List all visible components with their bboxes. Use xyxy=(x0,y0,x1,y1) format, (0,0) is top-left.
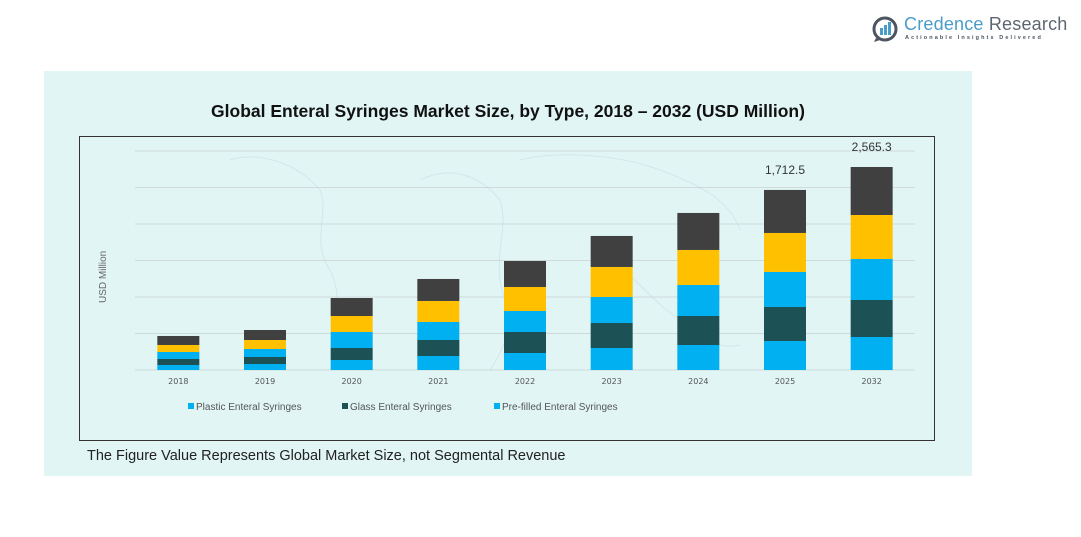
data-label-2025: 1,712.5 xyxy=(765,163,805,177)
bar-segment-2019-4 xyxy=(244,339,286,349)
bar-segment-2032-2 xyxy=(850,299,893,338)
x-tick-label: 2023 xyxy=(601,377,621,386)
bar-segment-2019-3 xyxy=(244,348,286,357)
bar-segment-2032-5 xyxy=(850,167,893,216)
bar-segment-2032-4 xyxy=(850,215,893,260)
legend-label: Glass Enteral Syringes xyxy=(350,402,452,413)
bar-segment-2020-3 xyxy=(330,331,373,348)
bar-segment-2024-2 xyxy=(677,315,720,345)
legend-label: Plastic Enteral Syringes xyxy=(196,402,302,413)
bar-segment-2024-1 xyxy=(677,344,720,370)
brand-name-part1: Credence xyxy=(904,14,984,34)
bar-segment-2018-3 xyxy=(157,351,200,359)
bar-segment-2023-3 xyxy=(590,296,633,323)
bar-segment-2020-4 xyxy=(330,315,373,332)
x-tick-label: 2019 xyxy=(255,377,275,386)
x-tick-label: 2018 xyxy=(168,377,188,386)
chart-title: Global Enteral Syringes Market Size, by … xyxy=(211,101,805,121)
x-tick-label: 2022 xyxy=(515,377,535,386)
brand-name-part2: Research xyxy=(983,14,1068,34)
bar-segment-2022-5 xyxy=(504,260,546,287)
x-tick-label: 2024 xyxy=(688,377,708,386)
bar-segment-2023-5 xyxy=(590,235,633,267)
data-labels: 1,712.5 2,565.3 xyxy=(765,140,892,177)
bar-segment-2025-4 xyxy=(764,232,806,272)
x-tick-label: 2020 xyxy=(341,377,361,386)
x-tick-label: 2032 xyxy=(861,377,881,386)
brand-name: Credence Research xyxy=(904,14,1068,35)
bar-segment-2023-2 xyxy=(590,322,633,348)
bars xyxy=(157,167,893,370)
bar-segment-2018-1 xyxy=(157,364,200,370)
bar-segment-2018-5 xyxy=(157,335,200,345)
x-tick-label: 2025 xyxy=(775,377,795,386)
bar-segment-2025-3 xyxy=(764,271,806,307)
bar-segment-2019-5 xyxy=(244,329,286,340)
bar-segment-2022-3 xyxy=(504,310,546,332)
brand-tagline: Actionable Insights Delivered xyxy=(905,35,1043,41)
bar-segment-2020-5 xyxy=(330,297,373,316)
footer-note: The Figure Value Represents Global Marke… xyxy=(87,448,566,464)
bar-segment-2018-2 xyxy=(157,358,200,365)
bar-segment-2021-5 xyxy=(417,278,460,301)
bar-segment-2021-4 xyxy=(417,300,460,322)
bar-segment-2020-1 xyxy=(330,360,373,370)
bar-segment-2021-2 xyxy=(417,339,460,356)
x-tick-label: 2021 xyxy=(428,377,448,386)
bar-chart-logo-icon xyxy=(872,16,898,42)
legend: Plastic Enteral Syringes Glass Enteral Sy… xyxy=(188,402,618,413)
legend-swatch xyxy=(188,403,194,409)
bar-segment-2023-1 xyxy=(590,347,633,370)
bar-segment-2021-1 xyxy=(417,355,460,370)
bar-segment-2019-1 xyxy=(244,363,286,370)
bar-segment-2025-2 xyxy=(764,306,806,341)
legend-label: Pre-filled Enteral Syringes xyxy=(502,402,618,413)
bar-segment-2024-4 xyxy=(677,249,720,285)
bar-segment-2024-5 xyxy=(677,212,720,250)
data-label-2032: 2,565.3 xyxy=(852,140,892,154)
bar-segment-2022-1 xyxy=(504,352,546,370)
bar-segment-2032-3 xyxy=(850,259,893,300)
bar-segment-2018-4 xyxy=(157,344,200,352)
chart-frame xyxy=(79,136,935,441)
bar-segment-2025-5 xyxy=(764,189,806,233)
legend-swatch xyxy=(342,403,348,409)
bar-segment-2021-3 xyxy=(417,321,460,340)
x-axis-ticks: 2018 2019 2020 2021 2022 2023 2024 2025 2032 xyxy=(168,377,882,386)
bar-segment-2032-1 xyxy=(850,337,893,370)
credence-research-logo: Credence Research Actionable Insights De… xyxy=(872,14,1067,46)
legend-swatch xyxy=(494,403,500,409)
bar-segment-2025-1 xyxy=(764,340,806,370)
bar-segment-2024-3 xyxy=(677,284,720,316)
bar-segment-2020-2 xyxy=(330,347,373,361)
y-axis-label: USD Million xyxy=(98,251,109,303)
bar-segment-2022-2 xyxy=(504,331,546,353)
bar-segment-2022-4 xyxy=(504,286,546,311)
bar-segment-2019-2 xyxy=(244,356,286,364)
bar-segment-2023-4 xyxy=(590,266,633,297)
